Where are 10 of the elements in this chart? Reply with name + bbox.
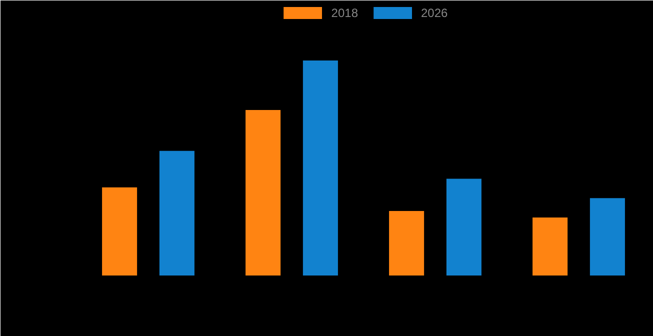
bar [590, 198, 625, 276]
bar [446, 178, 482, 276]
bar [102, 187, 138, 276]
bar [389, 211, 424, 276]
legend-label: 2026 [421, 6, 448, 20]
bar [159, 150, 194, 276]
bar [532, 217, 568, 276]
bar [302, 60, 338, 276]
bar [246, 110, 281, 276]
legend-label: 2018 [331, 6, 358, 20]
